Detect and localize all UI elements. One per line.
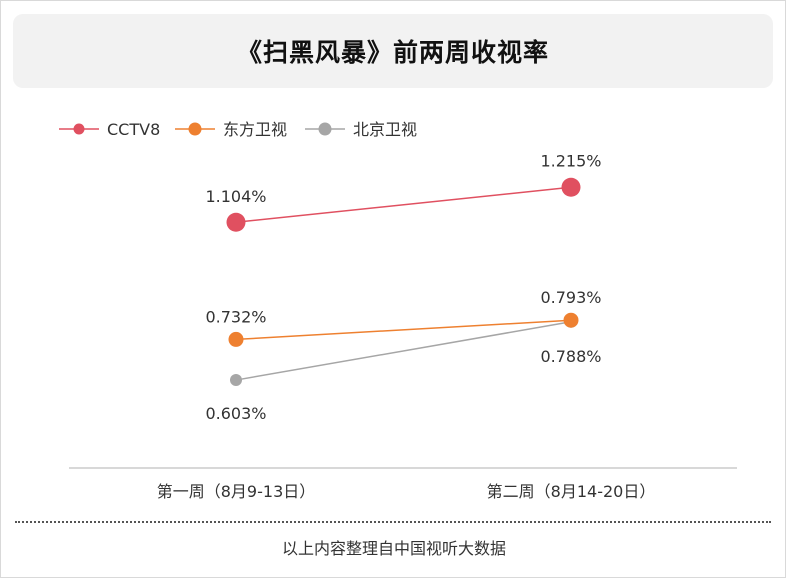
- legend-entry: CCTV8: [107, 120, 160, 139]
- source-note: 以上内容整理自中国视听大数据: [281, 539, 506, 558]
- series-line: [235, 321, 572, 381]
- legend-entry: 北京卫视: [353, 120, 417, 139]
- data-point: [563, 312, 579, 328]
- legend-marker: [188, 122, 202, 136]
- legend-entry: 东方卫视: [223, 120, 287, 139]
- data-label: 0.788%: [540, 347, 601, 366]
- data-point: [226, 212, 246, 232]
- legend-marker: [318, 122, 332, 136]
- data-point: [561, 177, 581, 197]
- data-label: 1.215%: [540, 151, 601, 170]
- line-chart: 第一周（8月9-13日） 第二周（8月14-20日） CCTV8 东方卫视 北京卫视 1.…: [59, 120, 737, 501]
- x-tick-label: 第二周（8月14-20日）: [487, 482, 656, 501]
- series-line: [235, 186, 572, 223]
- legend-marker: [73, 123, 85, 135]
- series-line: [235, 319, 572, 341]
- data-label: 0.603%: [205, 404, 266, 423]
- data-label: 0.732%: [205, 307, 266, 326]
- data-label: 1.104%: [205, 187, 266, 206]
- footer-divider: [15, 521, 771, 523]
- data-point: [230, 374, 242, 387]
- x-tick-label: 第一周（8月9-13日）: [157, 482, 316, 501]
- data-label: 0.793%: [540, 288, 601, 307]
- data-point: [228, 331, 244, 347]
- title-box: 《扫黑风暴》前两周收视率: [13, 14, 773, 88]
- chart-title: 《扫黑风暴》前两周收视率: [236, 38, 549, 67]
